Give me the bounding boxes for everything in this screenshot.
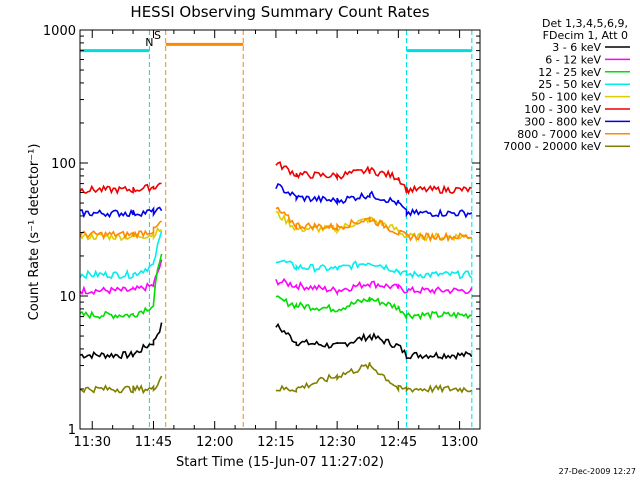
x-tick-label: 12:45 xyxy=(380,435,417,450)
legend-header-2: FDecim 1, Att 0 xyxy=(543,29,628,42)
series-line-1 xyxy=(79,259,473,297)
series-line-5 xyxy=(79,161,473,196)
marker-S: S xyxy=(154,29,161,42)
x-tick-label: 11:45 xyxy=(135,435,172,450)
axes: 11:30 11:45 12:00 12:15 12:30 12:45 13:00 1 10 10… xyxy=(43,24,481,450)
x-tick-label: 12:15 xyxy=(257,435,294,450)
footer-timestamp: 27-Dec-2009 12:27 xyxy=(559,467,636,476)
x-axis-label: Start Time (15-Jun-07 11:27:02) xyxy=(176,455,384,470)
x-tick-label: 12:30 xyxy=(318,435,355,450)
series-line-6 xyxy=(79,182,473,219)
series-line-2 xyxy=(79,253,473,321)
chart-title: HESSI Observing Summary Count Rates xyxy=(130,3,429,21)
legend-label-6: 300 - 800 keV xyxy=(524,115,601,128)
x-tick-label: 13:00 xyxy=(441,435,478,450)
y-axis-label: Count Rate (s⁻¹ detector⁻¹) xyxy=(27,144,42,321)
series-line-7 xyxy=(79,206,472,243)
series-line-0 xyxy=(79,322,473,361)
marker-N: N xyxy=(145,36,153,49)
x-tick-label: 11:30 xyxy=(74,435,111,450)
y-tick-label: 1000 xyxy=(43,24,76,39)
y-tick-label: 1 xyxy=(68,423,76,438)
plot-frame xyxy=(79,29,481,430)
legend-label-7: 800 - 7000 keV xyxy=(517,128,601,141)
legend-label-0: 3 - 6 keV xyxy=(552,41,601,54)
series-lines xyxy=(79,161,473,395)
y-tick-label: 10 xyxy=(59,290,76,305)
y-tick-label: 100 xyxy=(51,157,76,172)
legend-header-1: Det 1,3,4,5,6,9, xyxy=(542,17,628,30)
series-line-3 xyxy=(79,230,473,280)
legend-label-1: 6 - 12 keV xyxy=(545,53,601,66)
legend-label-8: 7000 - 20000 keV xyxy=(503,140,601,153)
legend-label-3: 25 - 50 keV xyxy=(538,78,601,91)
legend-label-4: 50 - 100 keV xyxy=(531,91,601,104)
orbit-flags: NS xyxy=(79,29,473,429)
legend-label-2: 12 - 25 keV xyxy=(538,66,601,79)
legend-label-5: 100 - 300 keV xyxy=(524,103,601,116)
series-line-8 xyxy=(79,362,473,395)
x-tick-label: 12:00 xyxy=(196,435,233,450)
